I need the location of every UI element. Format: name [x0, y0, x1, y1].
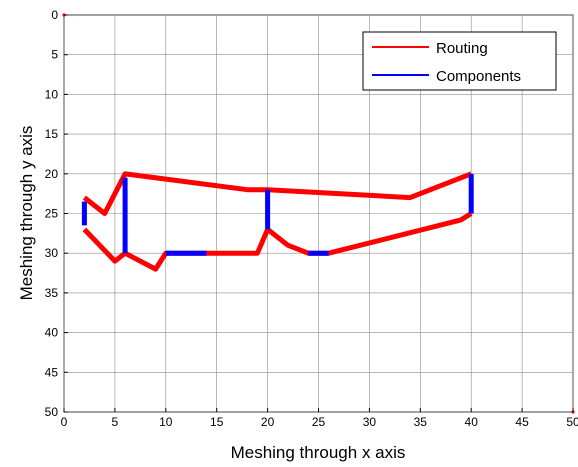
y-axis-title: Meshing through y axis	[17, 126, 36, 301]
y-tick-label: 0	[51, 8, 58, 22]
y-tick-label: 25	[45, 207, 59, 221]
y-tick-label: 30	[45, 246, 59, 260]
series-routing-line	[82, 211, 473, 272]
y-tick-label: 10	[45, 87, 59, 101]
legend: Routing Components	[362, 31, 557, 91]
x-tick-label: 50	[566, 415, 578, 429]
x-tick-label: 5	[112, 415, 119, 429]
legend-box	[362, 31, 557, 91]
y-tick-label: 20	[45, 167, 59, 181]
legend-label-routing: Routing	[436, 40, 488, 57]
y-tick-label: 45	[45, 365, 59, 379]
x-tick-label: 25	[312, 415, 326, 429]
x-tick-label: 45	[515, 415, 529, 429]
y-tick-label: 50	[45, 405, 59, 419]
series-routing-line	[82, 171, 473, 216]
y-tick-label: 15	[45, 127, 59, 141]
x-tick-label: 0	[61, 415, 68, 429]
x-axis-title: Meshing through x axis	[231, 443, 406, 462]
x-tick-label: 30	[363, 415, 377, 429]
x-tick-label: 35	[414, 415, 428, 429]
y-tick-label: 40	[45, 326, 59, 340]
y-tick-label: 35	[45, 286, 59, 300]
y-tick-label: 5	[51, 48, 58, 62]
legend-label-components: Components	[436, 68, 521, 85]
x-tick-label: 20	[261, 415, 275, 429]
x-tick-label: 10	[159, 415, 173, 429]
series-layer	[62, 13, 575, 414]
x-tick-label: 40	[465, 415, 479, 429]
x-tick-label: 15	[210, 415, 224, 429]
